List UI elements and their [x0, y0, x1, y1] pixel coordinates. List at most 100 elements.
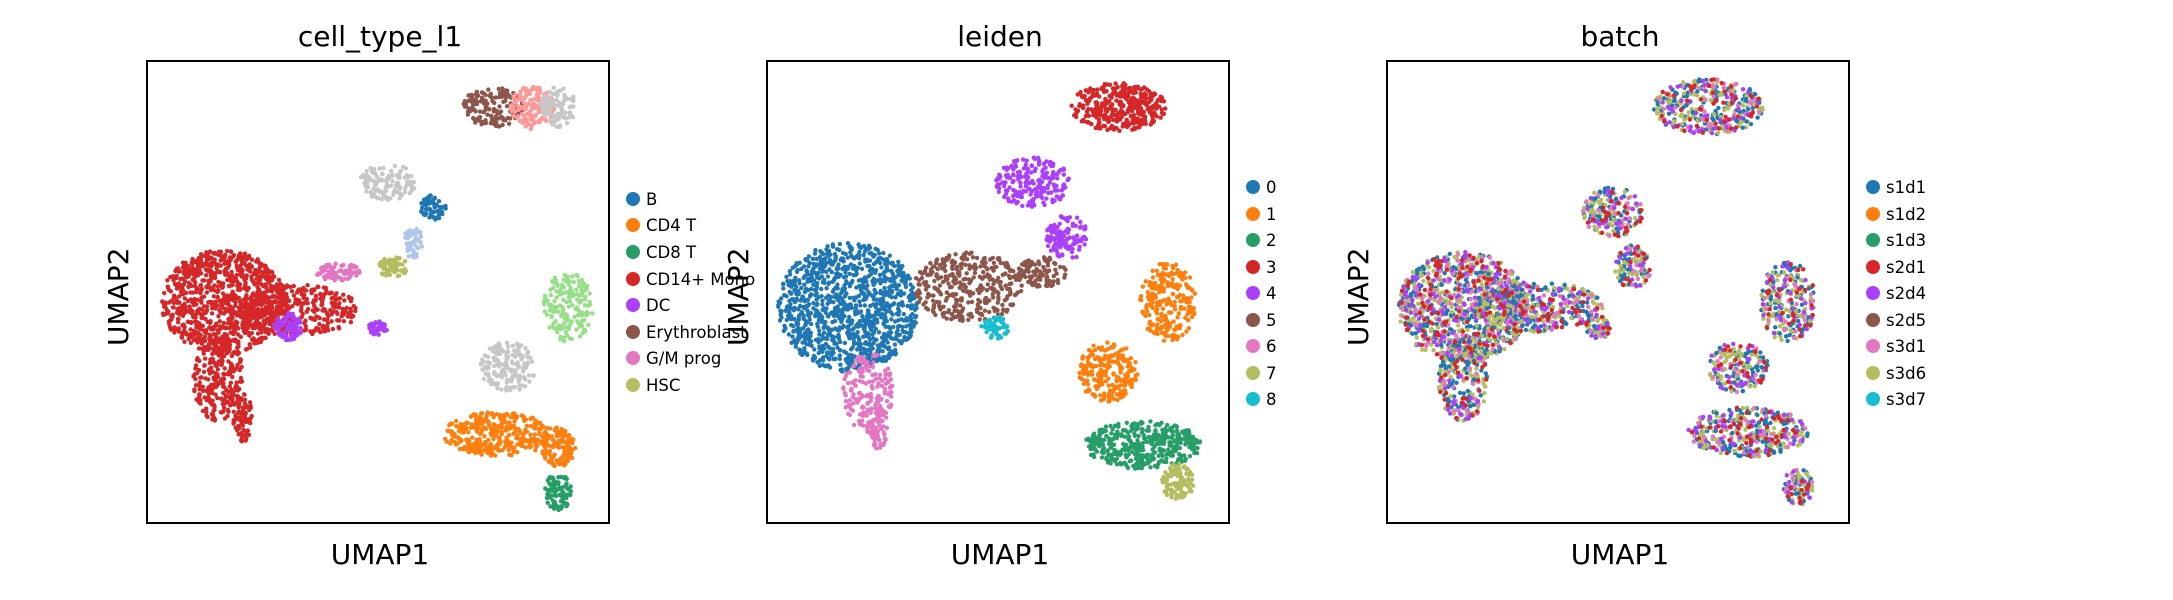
- scatter-point: [887, 253, 892, 258]
- scatter-point: [806, 302, 812, 307]
- scatter-point: [564, 279, 569, 284]
- scatter-point: [218, 326, 223, 332]
- scatter-point: [245, 254, 250, 259]
- scatter-point: [275, 319, 281, 324]
- scatter-point: [555, 111, 561, 116]
- scatter-point: [203, 356, 208, 361]
- scatter-point: [850, 278, 855, 284]
- scatter-point: [222, 366, 227, 371]
- scatter-point: [575, 297, 580, 302]
- scatter-point: [912, 319, 917, 325]
- scatter-point: [571, 104, 576, 109]
- scatter-point: [175, 320, 181, 325]
- scatter-point: [823, 263, 828, 268]
- scatter-point: [895, 263, 901, 268]
- scatter-point: [397, 170, 402, 176]
- scatter-point: [366, 177, 371, 182]
- scatter-point: [194, 331, 200, 336]
- scatter-point: [498, 92, 503, 98]
- scatter-point: [209, 357, 214, 362]
- scatter-point: [340, 306, 345, 312]
- scatter-point: [902, 280, 907, 286]
- scatter-point: [874, 396, 880, 401]
- scatter-point: [221, 320, 227, 326]
- scatter-point: [555, 444, 561, 450]
- scatter-point: [864, 315, 869, 320]
- scatter-point: [887, 326, 893, 331]
- scatter-point: [222, 341, 227, 346]
- scatter-point: [825, 336, 830, 342]
- scatter-point: [318, 271, 323, 276]
- scatter-point: [873, 305, 878, 310]
- scatter-point: [838, 362, 843, 367]
- scatter-point: [557, 124, 563, 129]
- scatter-point: [520, 366, 526, 371]
- scatter-point: [507, 440, 512, 445]
- scatter-point: [555, 283, 560, 288]
- scatter-point: [776, 304, 781, 309]
- scatter-point: [482, 447, 488, 452]
- scatter-point: [797, 334, 803, 340]
- scatter-point: [493, 114, 499, 119]
- scatter-point: [846, 361, 851, 366]
- scatter-point: [212, 259, 217, 264]
- scatter-point: [805, 258, 810, 263]
- scatter-point: [291, 336, 297, 342]
- scatter-point: [1008, 290, 1013, 295]
- scatter-point: [570, 274, 575, 279]
- scatter-point: [565, 333, 570, 338]
- scatter-point: [235, 283, 240, 288]
- scatter-point: [349, 262, 354, 268]
- scatter-point: [785, 313, 791, 318]
- scatter-point: [272, 322, 277, 327]
- scatter-point: [855, 329, 860, 335]
- scatter-point: [521, 436, 526, 441]
- scatter-point: [233, 322, 238, 327]
- scatter-point: [860, 418, 865, 423]
- scatter-point: [293, 297, 298, 302]
- scatter-point: [963, 262, 968, 267]
- scatter-point: [506, 432, 512, 438]
- scatter-point: [817, 332, 822, 337]
- scatter-point: [856, 391, 862, 396]
- scatter-point: [857, 359, 862, 364]
- scatter-point: [837, 241, 843, 247]
- scatter-point: [861, 253, 866, 258]
- scatter-point: [477, 414, 483, 420]
- scatter-point: [543, 429, 548, 435]
- scatter-point: [445, 428, 450, 433]
- scatter-point: [186, 336, 191, 342]
- scatter-point: [977, 317, 982, 322]
- scatter-point: [787, 289, 792, 295]
- scatter-point: [889, 261, 895, 267]
- scatter-point: [562, 94, 567, 99]
- scatter-point: [271, 299, 277, 305]
- scatter-point: [559, 460, 565, 466]
- scatter-point: [324, 317, 329, 323]
- scatter-point: [846, 357, 851, 362]
- scatter-point: [787, 272, 793, 277]
- scatter-point: [865, 308, 871, 313]
- scatter-point: [243, 438, 248, 443]
- scatter-point: [521, 100, 526, 105]
- scatter-point: [262, 320, 268, 326]
- scatter-point: [832, 341, 837, 346]
- scatter-point: [201, 311, 206, 316]
- scatter-point: [466, 430, 471, 435]
- scatter-point: [516, 375, 521, 380]
- scatter-point: [333, 297, 338, 302]
- scatter-point: [215, 367, 220, 372]
- scatter-point: [380, 271, 386, 277]
- scatter-point: [792, 288, 797, 294]
- scatter-point: [466, 448, 471, 453]
- scatter-point: [396, 181, 401, 186]
- scatter-point: [851, 266, 857, 271]
- scatter-point: [221, 257, 227, 262]
- scatter-point: [779, 308, 784, 314]
- scatter-point: [510, 373, 515, 379]
- scatter-point: [518, 89, 523, 94]
- scatter-point: [407, 228, 413, 233]
- scatter-point: [814, 311, 819, 316]
- scatter-point: [584, 312, 589, 318]
- scatter-point: [853, 378, 858, 383]
